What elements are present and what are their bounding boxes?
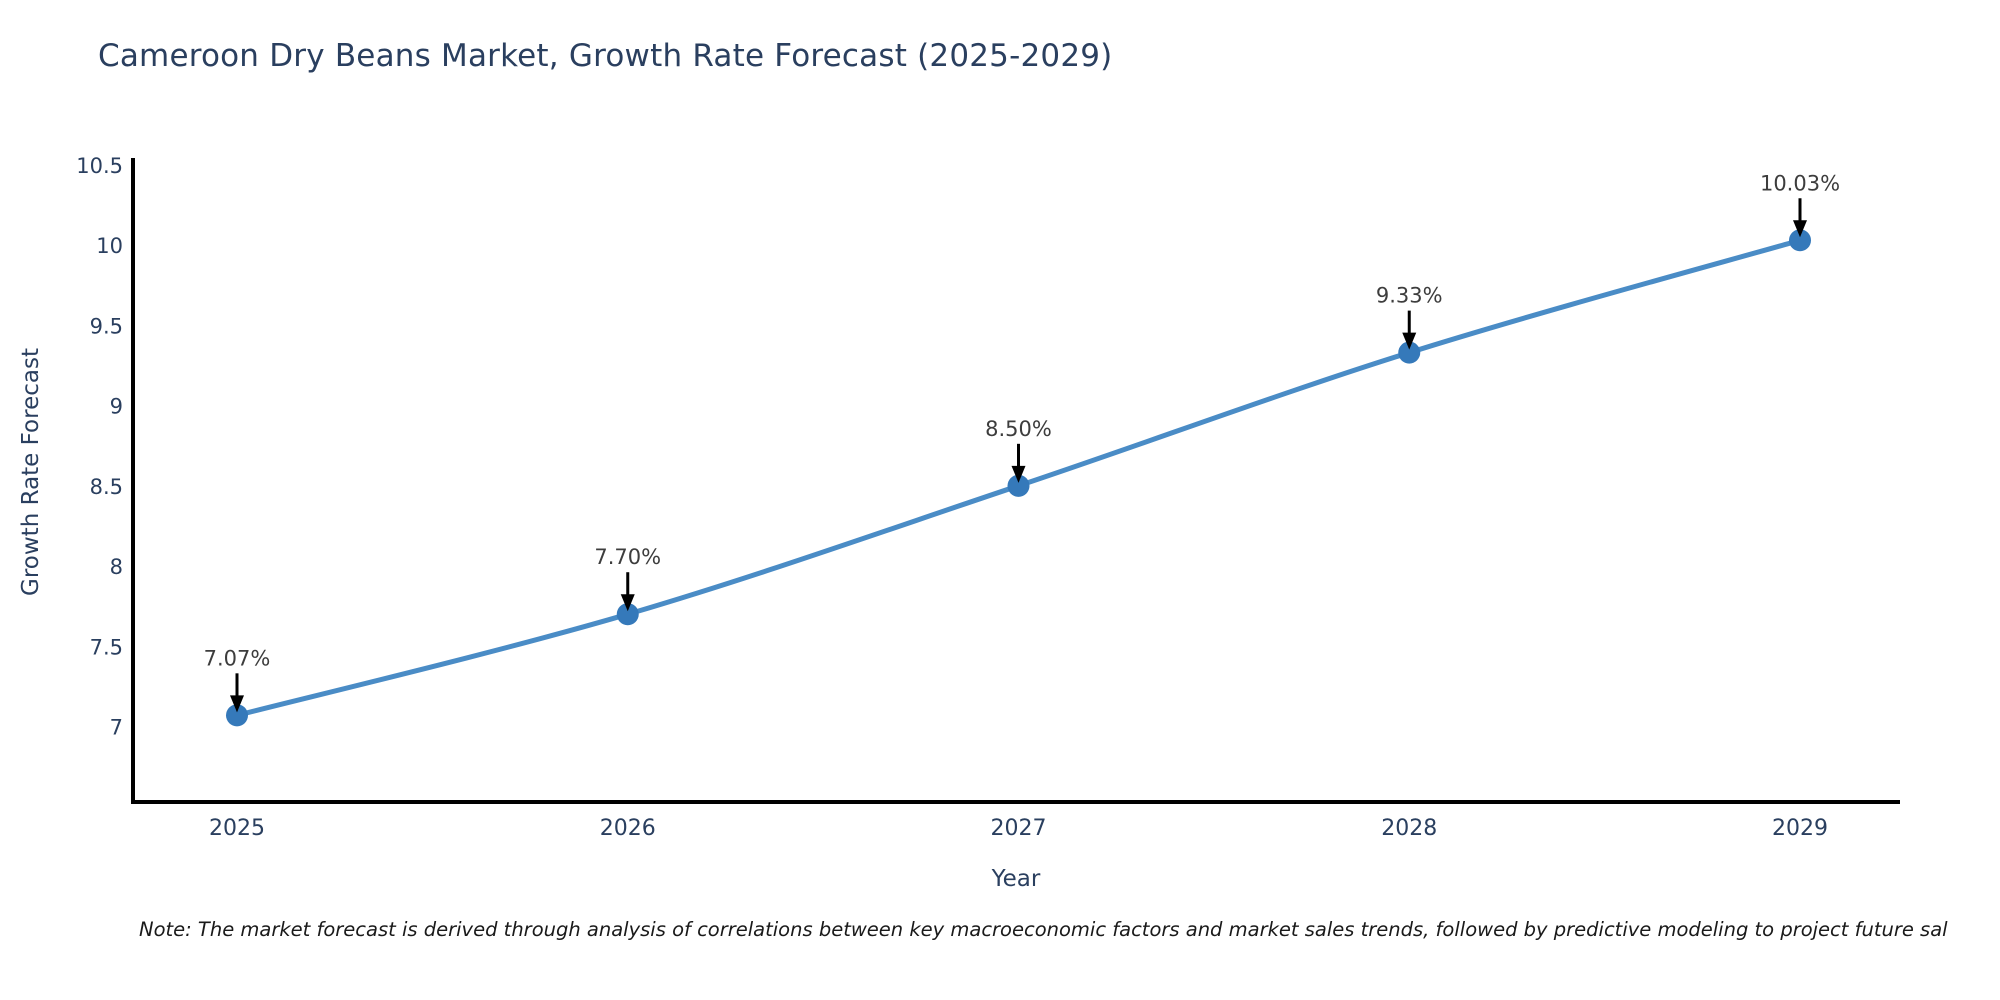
footnote: Note: The market forecast is derived thr… bbox=[139, 918, 1948, 941]
data-point bbox=[1789, 229, 1811, 252]
annotation-arrowhead bbox=[1793, 220, 1807, 238]
point-value-label: 7.70% bbox=[594, 545, 661, 569]
y-tick-label: 7.5 bbox=[90, 635, 123, 659]
point-value-label: 9.33% bbox=[1376, 284, 1443, 308]
point-value-label: 7.07% bbox=[204, 646, 271, 670]
point-value-label: 8.50% bbox=[985, 417, 1052, 441]
data-point bbox=[616, 603, 639, 626]
annotation-arrowhead bbox=[620, 594, 635, 612]
x-tick-label: 2027 bbox=[991, 816, 1047, 841]
chart-title: Cameroon Dry Beans Market, Growth Rate F… bbox=[98, 38, 1113, 74]
point-value-label: 10.03% bbox=[1760, 171, 1840, 195]
data-point bbox=[1007, 474, 1030, 497]
y-tick-label: 10.5 bbox=[76, 154, 123, 178]
data-point bbox=[226, 704, 248, 727]
y-tick-label: 10 bbox=[96, 234, 123, 258]
y-tick-label: 8 bbox=[110, 555, 123, 579]
annotation-arrowhead bbox=[230, 695, 244, 713]
annotation-arrowhead bbox=[1402, 332, 1417, 350]
x-axis-title: Year bbox=[991, 866, 1041, 892]
annotation-arrowhead bbox=[1011, 465, 1026, 483]
x-tick-label: 2026 bbox=[600, 816, 656, 841]
data-point bbox=[1398, 341, 1421, 364]
x-tick-label: 2025 bbox=[209, 816, 265, 841]
y-tick-label: 9.5 bbox=[90, 314, 123, 338]
y-tick-label: 7 bbox=[110, 716, 123, 740]
x-tick-label: 2028 bbox=[1381, 816, 1437, 841]
x-tick-label: 2029 bbox=[1772, 816, 1828, 841]
y-tick-label: 8.5 bbox=[90, 475, 123, 499]
y-tick-label: 9 bbox=[110, 395, 123, 419]
